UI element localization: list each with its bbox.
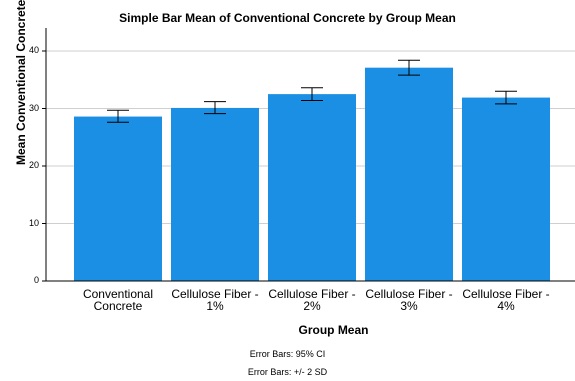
y-tick-label: 0 <box>33 275 39 285</box>
x-tick-label-line: Cellulose Fiber - <box>268 287 356 301</box>
x-tick-label-line: Concrete <box>93 299 143 313</box>
y-tick-label: 10 <box>28 217 39 228</box>
x-tick-label-line: Conventional <box>82 287 154 301</box>
error-bars <box>107 59 517 123</box>
y-tick-label: 30 <box>28 102 39 113</box>
x-tick-label-line: Cellulose Fiber - <box>171 287 259 301</box>
y-tick-label: 20 <box>28 160 39 170</box>
x-tick-label: Conventional Concrete <box>70 288 166 312</box>
bar <box>268 94 356 281</box>
x-tick-label: Cellulose Fiber -4% <box>458 288 554 312</box>
x-tick-label-line: 2% <box>303 299 321 313</box>
x-axis-label: Group Mean <box>298 323 369 337</box>
x-tick-label: Cellulose Fiber -3% <box>361 288 457 312</box>
x-tick-label-line: 4% <box>497 299 515 313</box>
bars <box>74 67 550 281</box>
footnote-ci: Error Bars: 95% CI <box>249 349 326 359</box>
y-tick-label: 40 <box>28 45 39 55</box>
x-tick-label-line: Cellulose Fiber - <box>462 287 550 301</box>
x-tick-label: Cellulose Fiber -1% <box>167 288 263 312</box>
chart-title: Simple Bar Mean of Conventional Concrete… <box>119 11 456 25</box>
x-tick-label: Cellulose Fiber -2% <box>264 288 360 312</box>
y-axis-label: Mean Conventional Concrete <box>14 0 28 165</box>
footnote-sd: Error Bars: +/- 2 SD <box>247 367 328 377</box>
axes <box>42 28 575 282</box>
bar <box>74 116 162 281</box>
bar <box>365 67 453 281</box>
bar <box>171 107 259 281</box>
x-tick-label-line: 3% <box>400 299 418 313</box>
bar <box>462 97 550 281</box>
x-tick-label-line: Cellulose Fiber - <box>365 287 453 301</box>
x-tick-label-line: 1% <box>206 299 224 313</box>
